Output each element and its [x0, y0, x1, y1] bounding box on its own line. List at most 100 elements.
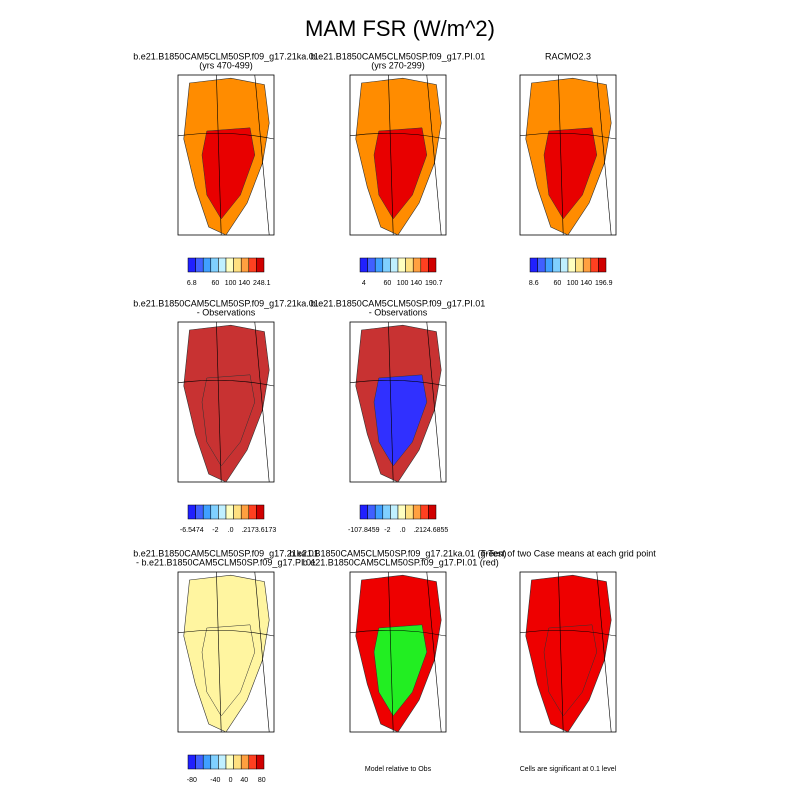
- panel-title: b.e21.B1850CAM5CLM50SP.f09_g17.21ka.01: [133, 51, 318, 61]
- panel-title: b.e21.B1850CAM5CLM50SP.f09_g17.PI.01: [311, 51, 485, 61]
- colorbar-box: [218, 257, 227, 273]
- colorbar-box: [575, 257, 584, 273]
- interior-region: [373, 127, 428, 220]
- colorbar-box: [202, 504, 212, 520]
- colorbar-box: [582, 257, 592, 273]
- meridian: [388, 74, 394, 236]
- panel-title: T-Test of two Case means at each grid po…: [480, 548, 656, 558]
- colorbar-box: [187, 504, 196, 520]
- panel-title: - Observations: [197, 307, 256, 317]
- colorbar-label: -2: [212, 527, 218, 534]
- colorbar-box: [187, 257, 196, 273]
- meridian: [596, 571, 612, 733]
- meridian: [254, 321, 270, 483]
- colorbar-box: [560, 257, 569, 273]
- colorbar-box: [537, 257, 546, 273]
- colorbar-label: 80: [258, 777, 266, 784]
- meridian: [216, 571, 222, 733]
- colorbar-box: [412, 257, 422, 273]
- meridian: [216, 321, 222, 483]
- panel-title: - Observations: [369, 307, 428, 317]
- colorbar-box: [367, 257, 376, 273]
- colorbar-label: 40: [240, 777, 248, 784]
- colorbar-box: [233, 504, 242, 520]
- colorbar-label: .2: [241, 527, 247, 534]
- panel-note: Model relative to Obs: [365, 766, 432, 773]
- parallel: [349, 629, 447, 637]
- meridian: [426, 571, 442, 733]
- colorbar-label: 124.6855: [419, 527, 448, 534]
- colorbar-box: [210, 754, 219, 770]
- colorbar-label: 248.1: [253, 280, 271, 287]
- colorbar-box: [405, 504, 414, 520]
- parallel: [519, 132, 617, 140]
- colorbar-box: [367, 504, 376, 520]
- panel-title: (yrs 270-299): [371, 60, 425, 70]
- parallel: [177, 132, 275, 140]
- interior-region: [201, 127, 256, 220]
- colorbar-box: [420, 504, 429, 520]
- colorbar-box: [248, 504, 257, 520]
- colorbar-box: [552, 257, 561, 273]
- interior-region: [373, 624, 428, 717]
- colorbar-box: [225, 257, 234, 273]
- colorbar-box: [240, 257, 250, 273]
- colorbar-label: -40: [210, 777, 220, 784]
- colorbar-label: 196.9: [595, 280, 613, 287]
- meridian: [254, 74, 270, 236]
- colorbar-box: [233, 257, 242, 273]
- colorbar-label: .0: [228, 527, 234, 534]
- colorbar-box: [390, 504, 399, 520]
- colorbar-label: -2: [384, 527, 390, 534]
- colorbar-box: [374, 257, 384, 273]
- colorbar-box: [390, 257, 399, 273]
- colorbar-box: [202, 754, 212, 770]
- colorbar-box: [382, 257, 391, 273]
- panel-title: - b.e21.B1850CAM5CLM50SP.f09_g17.PI.01: [136, 557, 316, 567]
- meridian: [426, 74, 442, 236]
- colorbar-box: [195, 754, 204, 770]
- interior-region: [543, 127, 598, 220]
- figure-title: MAM FSR (W/m^2): [305, 16, 495, 41]
- colorbar-label: 100: [397, 280, 409, 287]
- interior-region: [201, 374, 256, 467]
- colorbar-box: [248, 754, 257, 770]
- meridian: [388, 321, 394, 483]
- colorbar-label: -80: [187, 777, 197, 784]
- colorbar-box: [256, 257, 265, 273]
- colorbar-box: [240, 754, 250, 770]
- colorbar-box: [428, 257, 437, 273]
- parallel: [349, 379, 447, 387]
- colorbar-label: 60: [553, 280, 561, 287]
- meridian: [426, 321, 442, 483]
- colorbar-label: 4: [362, 280, 366, 287]
- colorbar-box: [428, 504, 437, 520]
- colorbar-label: -6.5474: [180, 527, 204, 534]
- colorbar-box: [256, 504, 265, 520]
- colorbar-box: [210, 257, 219, 273]
- interior-region: [201, 624, 256, 717]
- colorbar-box: [202, 257, 212, 273]
- colorbar-box: [412, 504, 422, 520]
- colorbar-box: [359, 257, 368, 273]
- colorbar-box: [420, 257, 429, 273]
- panel-title: - b.e21.B1850CAM5CLM50SP.f09_g17.PI.01 (…: [297, 557, 498, 567]
- interior-region: [373, 374, 428, 467]
- panel-note: Cells are significant at 0.1 level: [520, 766, 617, 773]
- colorbar-box: [195, 504, 204, 520]
- parallel: [177, 629, 275, 637]
- colorbar-box: [240, 504, 250, 520]
- colorbar-box: [374, 504, 384, 520]
- colorbar-box: [187, 754, 196, 770]
- colorbar-box: [598, 257, 607, 273]
- colorbar-label: 60: [383, 280, 391, 287]
- colorbar-box: [218, 504, 227, 520]
- colorbar-box: [218, 754, 227, 770]
- panel-title: (yrs 470-499): [199, 60, 253, 70]
- colorbar-label: 140: [580, 280, 592, 287]
- colorbar-box: [256, 754, 265, 770]
- colorbar-box: [529, 257, 538, 273]
- meridian: [558, 74, 564, 236]
- colorbar-box: [248, 257, 257, 273]
